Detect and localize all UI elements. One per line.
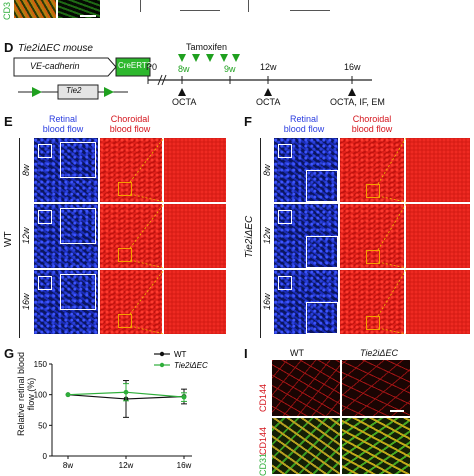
data-point xyxy=(123,389,129,395)
panel-i-row1-label: CD144 xyxy=(258,383,268,412)
panel-e-retinal-label: Retinal blood flow xyxy=(42,114,84,134)
panel-f-row-12w: 12w xyxy=(262,227,272,244)
panel-i-ko-cd144 xyxy=(342,360,410,416)
panel-f-row-16w: 16w xyxy=(262,293,272,310)
panel-e-zoom-8w xyxy=(164,138,226,202)
event-octa-8w: OCTA xyxy=(172,97,197,107)
panel-f-zoom-8w xyxy=(406,138,470,202)
loxp-left xyxy=(32,87,42,97)
panel-e-zoom-guides xyxy=(129,138,165,334)
panel-e-retina-8w xyxy=(34,138,98,202)
panel-f-letter: F xyxy=(244,114,252,129)
chart-axes: 0 50 100 150 8w 12w 16w xyxy=(34,360,192,470)
panel-e-zoom-12w xyxy=(164,204,226,268)
panel-f-choroidal-label: Choroidal blood flow xyxy=(351,114,393,134)
mouse-label: Tie2iΔEC mouse xyxy=(18,43,93,54)
panel-e-letter: E xyxy=(4,114,13,129)
gene-box xyxy=(57,84,99,100)
chart-ylabel: Relative retinal blood flow (%) xyxy=(16,351,36,437)
x-tick-label: 16w xyxy=(177,461,192,470)
legend-label: WT xyxy=(174,350,187,359)
tamoxifen-label: Tamoxifen xyxy=(186,42,228,52)
data-point xyxy=(65,392,71,398)
panel-f-retina-16w xyxy=(274,270,338,334)
chart-series xyxy=(65,380,187,418)
panel-e-retina-16w xyxy=(34,270,98,334)
construct-diagram xyxy=(13,57,151,100)
y-tick-label: 0 xyxy=(43,452,48,461)
promoter-arrow-box xyxy=(13,57,117,77)
timeline-axis xyxy=(147,74,372,96)
panel-f-retinal-label: Retinal blood flow xyxy=(283,114,325,134)
legend-marker xyxy=(159,362,165,368)
panel-f-zoom-guides xyxy=(377,138,407,334)
panel-c-ylabel: CD3 xyxy=(2,1,12,20)
panel-e-choroid-12w xyxy=(100,204,162,268)
gene-label: Tie2 xyxy=(66,86,82,95)
panel-e-group-label: WT xyxy=(3,231,14,247)
panel-f-zoom-16w xyxy=(406,270,470,334)
panel-c-bracket xyxy=(180,10,220,11)
chart-legend: WT Tie2iΔEC xyxy=(154,350,208,370)
panel-f-group-bracket xyxy=(260,138,261,338)
panel-i-wt-merge xyxy=(272,418,340,474)
panel-i-row2-label-b: CD144 xyxy=(258,426,268,455)
scale-bar xyxy=(80,15,96,17)
y-tick-label: 100 xyxy=(34,391,48,400)
panel-f-choroid-12w xyxy=(340,204,404,268)
event-octa-12w: OCTA xyxy=(256,97,281,107)
tamoxifen-arrows xyxy=(178,54,240,62)
panel-i-wt-cd144 xyxy=(272,360,340,416)
x-tick-label: 12w xyxy=(119,461,134,470)
panel-g-letter: G xyxy=(4,346,15,361)
x-tick-label: 8w xyxy=(63,461,73,470)
panel-i-col-ko: Tie2iΔEC xyxy=(360,348,398,358)
panel-e-row-16w: 16w xyxy=(21,293,31,310)
panel-e-choroid-16w xyxy=(100,270,162,334)
panel-f-retina-12w xyxy=(274,204,338,268)
timeline-8w: 8w xyxy=(178,64,190,74)
panel-c-image-left xyxy=(14,0,56,18)
panel-c-axis-stub-2 xyxy=(248,0,249,12)
timeline-9w: 9w xyxy=(224,64,236,74)
panel-i-row2-label-a: CD31 xyxy=(258,452,268,476)
event-final: OCTA, IF, EM xyxy=(330,97,385,107)
panel-f-zoom-12w xyxy=(406,204,470,268)
y-tick-label: 50 xyxy=(38,421,47,430)
data-point xyxy=(181,394,187,400)
timeline-16w: 16w xyxy=(344,62,361,72)
panel-e-group-bracket xyxy=(19,138,20,338)
panel-e-row-12w: 12w xyxy=(21,227,31,244)
panel-e-row-8w: 8w xyxy=(21,164,31,176)
panel-i-scale-bar xyxy=(390,410,404,412)
panel-e-choroid-8w xyxy=(100,138,162,202)
panel-f-group-label: Tie2iΔEC xyxy=(244,215,255,258)
promoter-label: VE-cadherin xyxy=(30,61,80,71)
timeline-p0: P0 xyxy=(146,62,158,72)
cre-label: CreERT2 xyxy=(118,61,152,70)
panel-f-retina-8w xyxy=(274,138,338,202)
panel-c-bracket-2 xyxy=(290,10,330,11)
panel-c-axis-stub xyxy=(140,0,141,12)
panel-e-retina-12w xyxy=(34,204,98,268)
panel-c-image-right xyxy=(58,0,100,18)
panel-d-letter: D xyxy=(4,40,14,55)
y-tick-label: 150 xyxy=(34,360,48,369)
loxp-right xyxy=(104,87,114,97)
panel-f-row-8w: 8w xyxy=(262,164,272,176)
panel-e-choroidal-label: Choroidal blood flow xyxy=(109,114,151,134)
retinal-flow-chart: 0 50 100 150 8w 12w 16w WT Tie2iΔEC xyxy=(34,350,208,470)
panel-i-ko-merge xyxy=(342,418,410,474)
cre-box xyxy=(115,57,151,77)
legend-label: Tie2iΔEC xyxy=(174,361,208,370)
timeline-12w: 12w xyxy=(260,62,277,72)
panel-f-choroid-16w xyxy=(340,270,404,334)
panel-e-zoom-16w xyxy=(164,270,226,334)
panel-i-letter: I xyxy=(244,346,248,361)
panel-i-col-wt: WT xyxy=(290,348,304,358)
panel-f-choroid-8w xyxy=(340,138,404,202)
legend-marker xyxy=(159,351,165,357)
